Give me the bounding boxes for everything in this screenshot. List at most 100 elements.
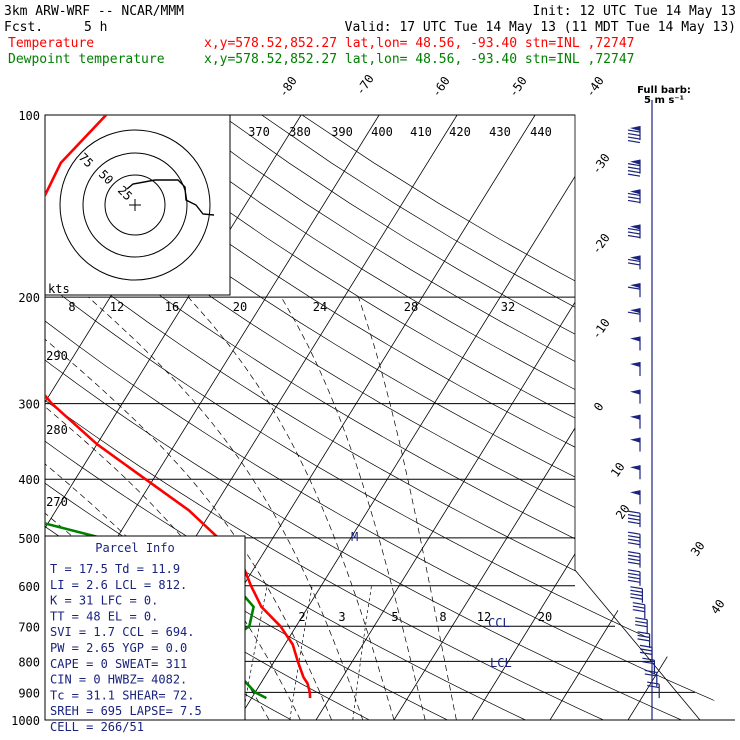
isotherm-label: -30 <box>589 151 613 177</box>
theta-label: 280 <box>46 423 68 437</box>
fcst-label: Fcst. <box>4 20 43 35</box>
mixing-ratio-label: 8 <box>439 610 446 624</box>
theta-label: 430 <box>489 125 511 139</box>
theta-label: 290 <box>46 349 68 363</box>
wind-barb <box>630 438 640 452</box>
parcel-info-row: SVI = 1.7 CCL = 694. <box>50 625 195 639</box>
parcel-info-row: TT = 48 EL = 0. <box>50 609 158 623</box>
parcel-info-row: CAPE = 0 SWEAT= 311 <box>50 657 187 671</box>
theta-label: 380 <box>289 125 311 139</box>
model-title: 3km ARW-WRF -- NCAR/MMM <box>4 4 184 19</box>
pressure-label: 200 <box>18 291 40 305</box>
wind-barb <box>630 490 640 504</box>
wind-barb <box>630 465 640 479</box>
wind-barb <box>647 682 659 698</box>
theta-label: 420 <box>449 125 471 139</box>
mixing-ratio-label: 5 <box>391 610 398 624</box>
isotherm-label: -20 <box>589 231 613 257</box>
isotherm-label: 0 <box>591 400 607 414</box>
parcel-info-row: CELL = 266/51 <box>50 720 144 734</box>
m-marker: M <box>351 530 358 544</box>
theta-label: 390 <box>331 125 353 139</box>
theta-e-label: 12 <box>110 300 124 314</box>
isotherm-label: -80 <box>276 74 300 100</box>
wind-barb <box>628 552 640 568</box>
mixing-ratio-label: 2 <box>298 610 305 624</box>
wind-barb <box>630 587 642 603</box>
wind-barb <box>628 224 640 238</box>
parcel-info-panel: Parcel Info T = 17.5 Td = 11.9 LI = 2.6 L… <box>45 536 245 734</box>
parcel-info-row: K = 31 LFC = 0. <box>50 594 158 608</box>
theta-label: 440 <box>530 125 552 139</box>
moist-adiabat-line <box>281 297 425 720</box>
pressure-label: 800 <box>18 655 40 669</box>
isotherm-label: -60 <box>429 74 453 100</box>
lcl-marker: LCL <box>490 656 512 670</box>
ccl-marker: CCL <box>488 616 510 630</box>
wind-barb <box>628 283 640 297</box>
isotherm-label: -50 <box>506 74 530 100</box>
wind-barb <box>628 532 640 548</box>
isotherm-line <box>550 115 740 720</box>
init-time: Init: 12 UTC Tue 14 May 13 <box>533 4 737 19</box>
parcel-info-row: Tc = 31.1 SHEAR= 72. <box>50 688 195 702</box>
wind-barb <box>630 336 640 350</box>
theta-e-label: 20 <box>233 300 247 314</box>
barb-legend-line2: 5 m s⁻¹ <box>644 95 684 106</box>
pressure-label: 100 <box>18 109 40 123</box>
theta-e-label: 28 <box>404 300 418 314</box>
theta-label: 370 <box>248 125 270 139</box>
moist-adiabat-line <box>359 297 457 720</box>
theta-label: 270 <box>46 495 68 509</box>
isotherm-label: -10 <box>589 316 613 342</box>
pressure-label: 1000 <box>11 714 40 728</box>
wind-barb <box>628 308 640 322</box>
mixing-ratio-label: 3 <box>338 610 345 624</box>
mixing-ratio-line <box>353 586 372 720</box>
wind-barb <box>628 126 640 143</box>
temperature-legend-info: x,y=578.52,852.27 lat,lon= 48.56, -93.40… <box>204 36 634 51</box>
isotherm-line <box>628 115 740 720</box>
isotherm-label: -70 <box>353 72 377 98</box>
fcst-value: 5 h <box>84 20 107 35</box>
isotherm-label: 40 <box>708 597 728 617</box>
wind-barb <box>628 255 640 269</box>
parcel-info-row: PW = 2.65 YGP = 0.0 <box>50 641 187 655</box>
mixing-ratio-label: 20 <box>538 610 552 624</box>
isotherm-label: 10 <box>608 460 628 480</box>
theta-label: 400 <box>371 125 393 139</box>
isotherm-label: 30 <box>688 539 708 559</box>
parcel-info-row: LI = 2.6 LCL = 812. <box>50 578 187 592</box>
dewpoint-legend-info: x,y=578.52,852.27 lat,lon= 48.56, -93.40… <box>204 52 634 67</box>
pressure-label: 300 <box>18 398 40 412</box>
pressure-label: 600 <box>18 580 40 594</box>
temperature-legend-label: Temperature <box>8 36 94 51</box>
pressure-label: 900 <box>18 686 40 700</box>
parcel-info-title: Parcel Info <box>95 541 174 555</box>
dewpoint-legend-label: Dewpoint temperature <box>8 52 165 67</box>
wind-barb <box>630 415 640 429</box>
wind-barb <box>630 390 640 404</box>
wind-barb <box>633 603 645 619</box>
dry-adiabat-line <box>221 115 740 720</box>
pressure-label: 400 <box>18 473 40 487</box>
parcel-info-row: CIN = 0 HWBZ= 4082. <box>50 673 187 687</box>
theta-e-label: 16 <box>165 300 179 314</box>
wind-barb <box>628 189 640 203</box>
isotherm-line <box>394 115 740 720</box>
parcel-info-row: T = 17.5 Td = 11.9 <box>50 562 180 576</box>
theta-label: 410 <box>410 125 432 139</box>
mixing-ratio-line <box>290 586 312 720</box>
pressure-label: 700 <box>18 620 40 634</box>
isotherm-label: -40 <box>583 74 607 100</box>
wind-barb <box>628 160 640 177</box>
theta-e-label: 8 <box>68 300 75 314</box>
theta-e-label: 24 <box>313 300 327 314</box>
theta-e-label: 32 <box>501 300 515 314</box>
wind-barb <box>628 570 640 586</box>
valid-time: Valid: 17 UTC Tue 14 May 13 (11 MDT Tue … <box>345 20 736 35</box>
hodograph-units: kts <box>48 282 70 296</box>
wind-barb <box>635 618 647 634</box>
wind-barb <box>630 362 640 376</box>
